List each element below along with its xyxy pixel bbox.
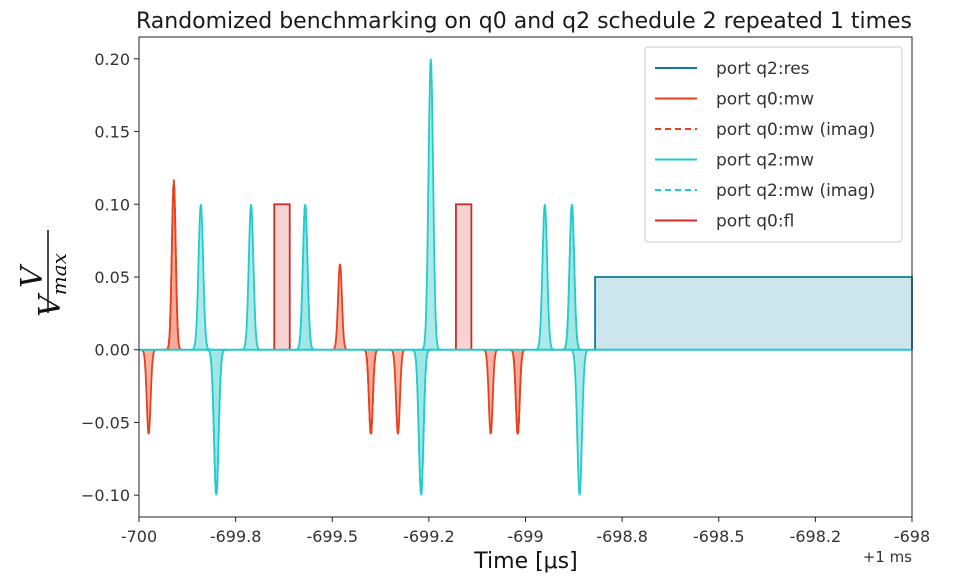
x-tick-label: -698.8 [596, 527, 648, 546]
chart-title: Randomized benchmarking on q0 and q2 sch… [136, 9, 912, 34]
port-q0-fl-fill-1 [455, 204, 472, 350]
y-tick-label: 0.15 [94, 123, 130, 142]
port-q0-mw-imag-fill-2 [509, 349, 527, 436]
port-q0-fl-pulse-1 [455, 203, 473, 350]
port-q2-res-fill-0 [595, 277, 912, 350]
x-axis-label: Time [μs] [473, 549, 577, 574]
y-tick-label: 0.10 [94, 195, 130, 214]
x-tick-label: -699.5 [306, 527, 358, 546]
y-tick-label: 0.20 [94, 50, 130, 69]
y-axis-ticks: −0.10 −0.05 0.00 0.05 0.10 0.15 0.20 [81, 50, 139, 505]
port-q2-mw-imag-fill-2 [410, 349, 432, 496]
y-tick-label: 0.00 [94, 341, 130, 360]
port-q0-mw-fill-2 [331, 263, 349, 350]
y-axis-label: V Vmax [15, 230, 71, 317]
x-axis-ticks: -700 -699.8 -699.5 -699.2 -699 -698.8 -698.5 -6… [121, 517, 930, 546]
port-q2-mw-fill-6 [534, 204, 556, 350]
port-q2-mw-pulse-8 [569, 348, 591, 496]
legend-label-port-q2-mw: port q2:mw [716, 151, 814, 171]
port-q2-mw-pulse-5 [420, 58, 442, 351]
port-q0-mw-imag-pulse-0 [165, 179, 183, 351]
y-tick-label: −0.10 [81, 486, 130, 505]
legend-label-port-q0-mw-imag: port q0:mw (imag) [716, 120, 875, 140]
x-tick-label: -698 [894, 527, 930, 546]
legend-label-port-q0-fl: port q0:fl [716, 212, 794, 232]
x-tick-label: -698.2 [790, 527, 842, 546]
port-q0-fl-pulse-0 [273, 203, 291, 350]
y-axis-label-denominator-sub: max [47, 253, 71, 295]
x-tick-label: -699.8 [210, 527, 262, 546]
port-q0-mw-fill-4 [389, 349, 407, 435]
port-q2-mw-fill-5 [420, 58, 442, 350]
port-q0-mw-imag-fill-1 [362, 349, 380, 436]
port-q2-mw-fill-8 [569, 349, 591, 496]
port-q2-mw-fill-0 [190, 204, 212, 350]
port-q2-mw-pulse-2 [240, 204, 262, 351]
port-q0-mw-fill-5 [482, 349, 500, 435]
port-q2-mw-imag-pulse-2 [410, 348, 432, 496]
plot-lines [139, 58, 913, 496]
port-q0-mw-fill-0 [139, 349, 158, 435]
legend-box [644, 46, 903, 243]
x-tick-label: -699 [507, 527, 543, 546]
port-q2-mw-fill-2 [240, 204, 262, 350]
y-axis-label-denominator: Vmax [33, 253, 71, 317]
legend: port q2:res port q0:mw port q0:mw (imag) po… [644, 46, 903, 243]
x-tick-label: -700 [121, 527, 157, 546]
y-axis-label-denominator-base: V [33, 292, 68, 317]
legend-label-port-q2-res: port q2:res [716, 59, 810, 79]
y-axis-label-numerator: V [15, 263, 50, 288]
port-q2-mw-imag-pulse-0 [205, 348, 227, 496]
x-tick-label: -699.2 [403, 527, 455, 546]
y-tick-label: −0.05 [81, 413, 130, 432]
plot-fills [139, 58, 912, 496]
x-tick-label: -698.5 [693, 527, 745, 546]
y-tick-label: 0.05 [94, 268, 130, 287]
legend-label-port-q2-mw-imag: port q2:mw (imag) [716, 181, 875, 201]
port-q2-mw-imag-pulse-3 [561, 204, 583, 351]
legend-label-port-q0-mw: port q0:mw [716, 90, 814, 110]
port-q0-fl-fill-0 [274, 204, 290, 350]
x-axis-offset-label: +1 ms [863, 548, 912, 566]
port-q2-mw-imag-fill-0 [205, 349, 227, 496]
port-q2-mw-imag-pulse-1 [294, 204, 316, 351]
port-q2-mw-imag-fill-1 [294, 204, 316, 350]
port-q2-mw-pulse-0 [190, 204, 212, 351]
port-q0-mw-imag-fill-0 [165, 179, 183, 350]
port-q2-mw-pulse-6 [534, 204, 556, 351]
port-q2-mw-imag-fill-3 [561, 204, 583, 350]
